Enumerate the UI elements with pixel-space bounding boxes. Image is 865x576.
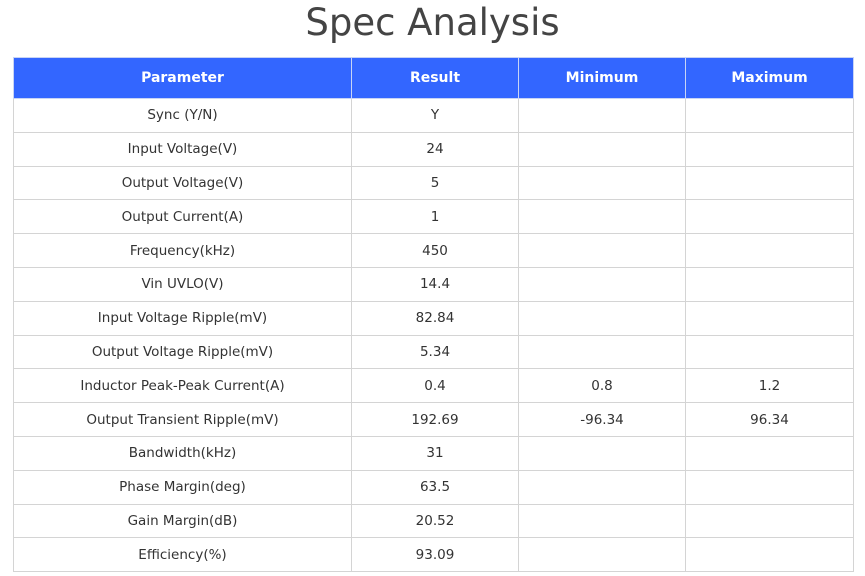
cell-minimum [518,469,686,505]
cell-result: 31 [351,435,519,471]
cell-maximum [685,537,854,573]
table-row: Input Voltage Ripple(mV) 82.84 [13,300,854,336]
cell-parameter: Bandwidth(kHz) [13,435,352,471]
cell-maximum [685,131,854,167]
cell-maximum [685,469,854,505]
table-row: Vin UVLO(V) 14.4 [13,266,854,302]
table-row: Sync (Y/N) Y [13,98,854,133]
page-title: Spec Analysis [305,1,560,44]
cell-maximum [685,435,854,471]
cell-maximum [685,165,854,201]
cell-parameter: Output Voltage(V) [13,165,352,201]
cell-maximum [685,199,854,235]
cell-minimum [518,98,686,133]
cell-minimum [518,266,686,302]
table-row: Output Current(A) 1 [13,199,854,235]
cell-minimum [518,165,686,201]
cell-result: 24 [351,131,519,167]
cell-parameter: Sync (Y/N) [13,98,352,133]
cell-result: Y [351,98,519,133]
cell-parameter: Inductor Peak-Peak Current(A) [13,368,352,404]
cell-parameter: Efficiency(%) [13,537,352,573]
cell-minimum [518,199,686,235]
cell-maximum [685,300,854,336]
cell-parameter: Output Transient Ripple(mV) [13,402,352,437]
column-header-minimum: Minimum [518,57,686,99]
cell-minimum [518,435,686,471]
table-row: Output Voltage Ripple(mV) 5.34 [13,334,854,370]
cell-parameter: Gain Margin(dB) [13,503,352,539]
cell-result: 5 [351,165,519,201]
cell-parameter: Input Voltage(V) [13,131,352,167]
cell-result: 93.09 [351,537,519,573]
cell-minimum [518,131,686,167]
cell-result: 1 [351,199,519,235]
table-row: Input Voltage(V) 24 [13,131,854,167]
column-header-parameter: Parameter [13,57,352,99]
cell-maximum [685,98,854,133]
cell-minimum [518,233,686,268]
table-row: Frequency(kHz) 450 [13,233,854,268]
cell-minimum [518,300,686,336]
table-row: Efficiency(%) 93.09 [13,537,854,573]
spec-table: Parameter Result Minimum Maximum Sync (Y/N)… [13,57,854,573]
column-header-result: Result [351,57,519,99]
cell-parameter: Phase Margin(deg) [13,469,352,505]
cell-maximum [685,266,854,302]
cell-parameter: Frequency(kHz) [13,233,352,268]
cell-minimum [518,537,686,573]
cell-result: 20.52 [351,503,519,539]
cell-maximum [685,334,854,370]
cell-result: 0.4 [351,368,519,404]
cell-parameter: Output Current(A) [13,199,352,235]
cell-result: 450 [351,233,519,268]
cell-result: 14.4 [351,266,519,302]
table-row: Phase Margin(deg) 63.5 [13,469,854,505]
cell-minimum [518,503,686,539]
cell-maximum: 1.2 [685,368,854,404]
cell-result: 63.5 [351,469,519,505]
cell-maximum [685,233,854,268]
table-row: Output Voltage(V) 5 [13,165,854,201]
cell-maximum [685,503,854,539]
cell-maximum: 96.34 [685,402,854,437]
cell-result: 82.84 [351,300,519,336]
cell-parameter: Input Voltage Ripple(mV) [13,300,352,336]
table-row: Gain Margin(dB) 20.52 [13,503,854,539]
cell-parameter: Output Voltage Ripple(mV) [13,334,352,370]
cell-parameter: Vin UVLO(V) [13,266,352,302]
cell-minimum [518,334,686,370]
table-row: Inductor Peak-Peak Current(A) 0.4 0.8 1.2 [13,368,854,404]
column-header-maximum: Maximum [685,57,854,99]
cell-result: 5.34 [351,334,519,370]
cell-result: 192.69 [351,402,519,437]
table-row: Bandwidth(kHz) 31 [13,435,854,471]
table-header-row: Parameter Result Minimum Maximum [13,57,854,99]
table-row: Output Transient Ripple(mV) 192.69 -96.34 9… [13,402,854,437]
cell-minimum: 0.8 [518,368,686,404]
cell-minimum: -96.34 [518,402,686,437]
